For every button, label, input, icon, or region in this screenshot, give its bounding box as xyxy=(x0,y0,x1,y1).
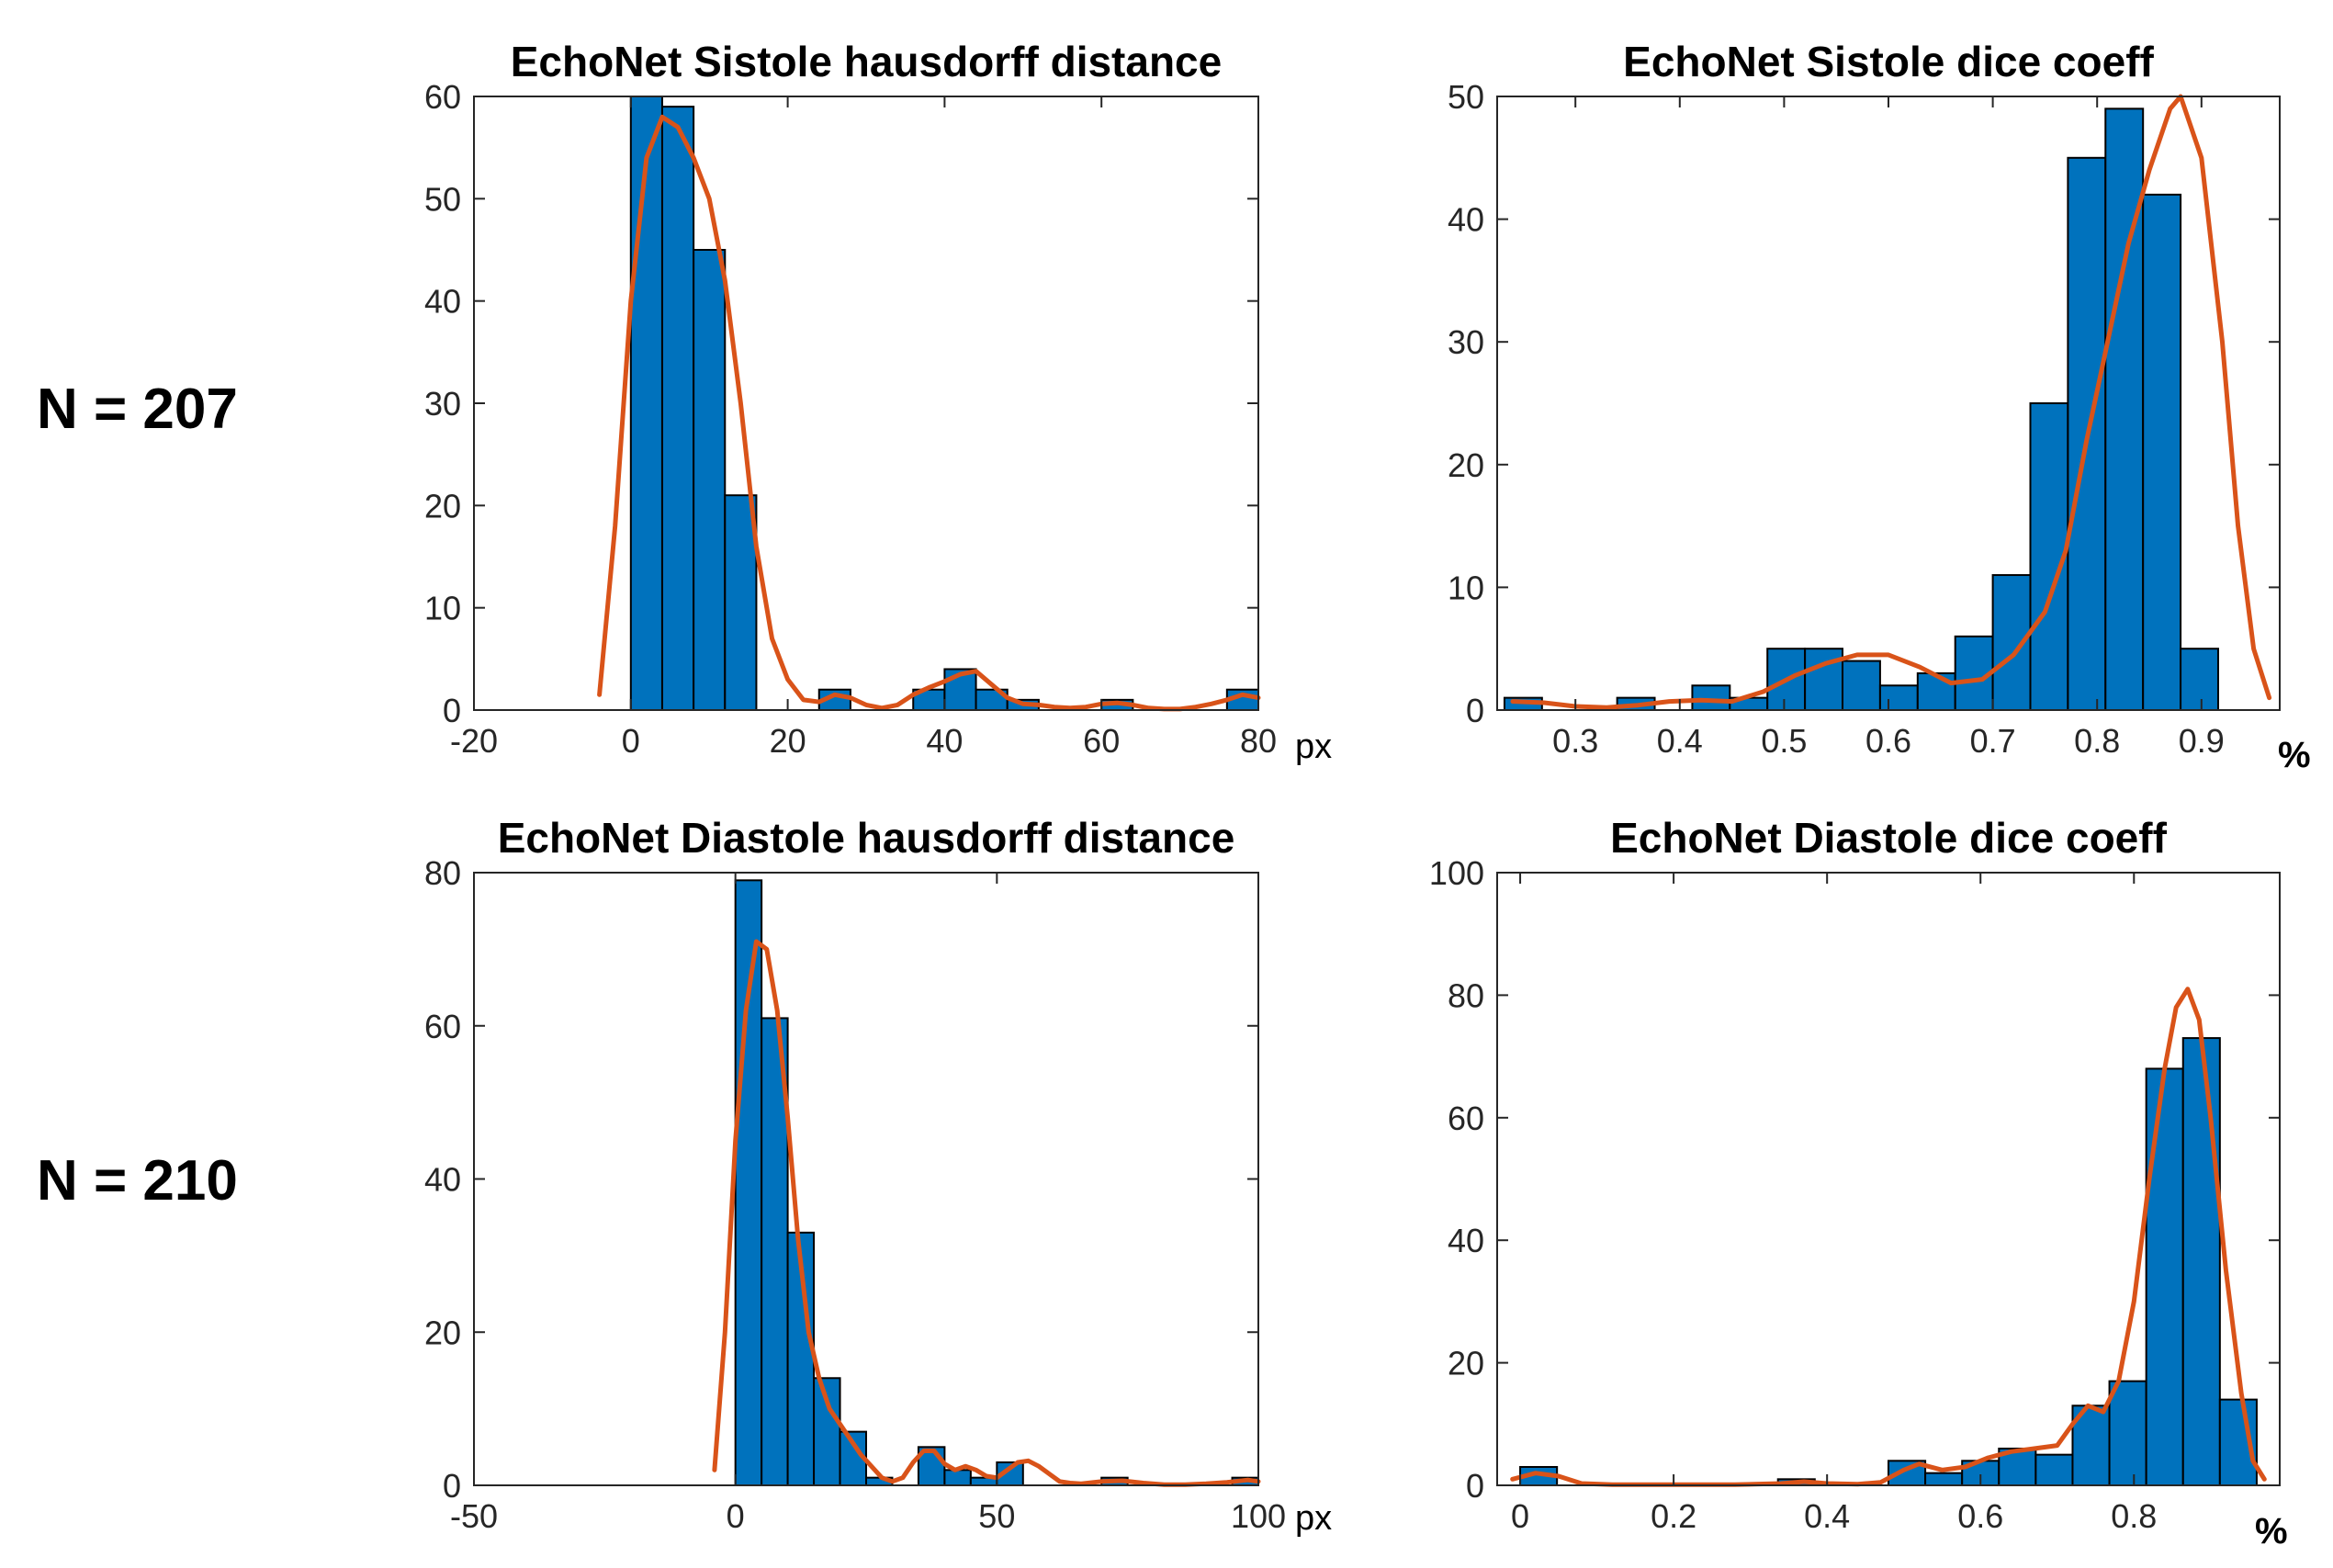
density-curve xyxy=(1510,94,2272,710)
y-tick-label: 10 xyxy=(424,590,461,627)
x-tick-label: 40 xyxy=(926,722,963,760)
histogram-bar xyxy=(660,106,695,711)
histogram-bar xyxy=(1842,660,1881,711)
y-tick-label: 40 xyxy=(1448,1222,1484,1259)
chart-2: 0.3 0.4 0.5 0.6 0.7 0.8 0.9 0 10 20 30 40 50 EchoNet … xyxy=(1448,38,2311,775)
x-tick-label: 0.6 xyxy=(1957,1497,2003,1535)
chart-title: EchoNet Diastole dice coeff xyxy=(1610,814,2167,862)
y-tick-label: 20 xyxy=(1448,1345,1484,1382)
x-tick-label: -50 xyxy=(450,1497,498,1535)
x-tick-label: 0.9 xyxy=(2179,722,2225,760)
plot-area xyxy=(474,96,1258,710)
x-tick-label: 0.5 xyxy=(1761,722,1807,760)
x-tick-label: 0.8 xyxy=(2111,1497,2157,1535)
histogram-bar xyxy=(1916,671,1956,711)
x-tick-label: 20 xyxy=(770,722,806,760)
axes-box xyxy=(1496,872,2281,1486)
y-tick-label: 80 xyxy=(1448,976,1484,1014)
histogram-bar xyxy=(1691,684,1731,712)
histogram-bar xyxy=(629,96,663,711)
row-label-top: N = 207 xyxy=(37,378,238,441)
histogram-bar xyxy=(2104,107,2145,712)
histogram-bar xyxy=(734,879,763,1486)
x-tick-label: 0.7 xyxy=(1970,722,2016,760)
histogram-bar xyxy=(2180,648,2219,712)
histogram-bar xyxy=(2034,1453,2074,1487)
y-tick-label: 30 xyxy=(424,385,461,423)
y-tick-label: 20 xyxy=(424,487,461,525)
x-unit-label: % xyxy=(2255,1511,2288,1551)
y-tick-label: 60 xyxy=(1448,1100,1484,1137)
chart-title: EchoNet Sistole dice coeff xyxy=(1623,38,2154,85)
y-tick-label: 60 xyxy=(424,1008,461,1045)
y-tick-label: 80 xyxy=(424,854,461,892)
x-tick-label: 0.3 xyxy=(1552,722,1598,760)
histogram-bar xyxy=(2142,193,2182,711)
histogram-bar xyxy=(2145,1067,2184,1486)
x-tick-label: 0.8 xyxy=(2074,722,2120,760)
x-unit-label: px xyxy=(1295,1499,1332,1538)
histogram-bar xyxy=(1878,684,1919,712)
y-tick-label: 20 xyxy=(424,1314,461,1351)
histogram-bar xyxy=(943,1469,972,1486)
x-tick-label: 0.4 xyxy=(1804,1497,1850,1535)
y-tick-label: 10 xyxy=(1448,569,1484,606)
histogram-bar xyxy=(2181,1037,2221,1486)
y-tick-label: 30 xyxy=(1448,323,1484,361)
x-tick-label: 80 xyxy=(1240,722,1277,760)
x-tick-label: 0 xyxy=(727,1497,745,1535)
x-tick-label: 0 xyxy=(1511,1497,1529,1535)
y-tick-label: 40 xyxy=(424,283,461,321)
plot-area xyxy=(474,873,1258,1485)
chart-title: EchoNet Diastole hausdorff distance xyxy=(498,814,1235,862)
histogram-bar xyxy=(724,494,758,712)
y-tick-label: 0 xyxy=(443,692,461,729)
row-label-bottom: N = 210 xyxy=(37,1149,238,1213)
histogram-bar xyxy=(2108,1380,2147,1486)
y-tick-label: 60 xyxy=(424,78,461,116)
y-tick-label: 0 xyxy=(1466,692,1484,729)
x-tick-label: 50 xyxy=(978,1497,1015,1535)
chart-title: EchoNet Sistole hausdorff distance xyxy=(511,38,1222,85)
x-tick-label: 0 xyxy=(622,722,640,760)
x-tick-label: 0.2 xyxy=(1651,1497,1696,1535)
y-tick-label: 0 xyxy=(1466,1467,1484,1505)
x-unit-label: px xyxy=(1295,728,1332,766)
x-tick-label: -20 xyxy=(450,722,498,760)
y-tick-label: 50 xyxy=(1448,78,1484,116)
histogram-bar xyxy=(813,1377,841,1487)
y-tick-label: 0 xyxy=(443,1467,461,1505)
histogram-bar xyxy=(1924,1472,1964,1487)
x-tick-label: 60 xyxy=(1083,722,1120,760)
x-unit-label: % xyxy=(2278,735,2311,775)
y-tick-label: 50 xyxy=(424,180,461,218)
x-tick-label: 0.4 xyxy=(1657,722,1703,760)
y-tick-label: 40 xyxy=(1448,201,1484,239)
y-tick-label: 20 xyxy=(1448,446,1484,484)
x-tick-label: 100 xyxy=(1231,1497,1286,1535)
histogram-bar xyxy=(1804,648,1844,712)
density-curve xyxy=(712,939,1261,1487)
density-curve xyxy=(597,114,1261,712)
y-tick-label: 40 xyxy=(424,1161,461,1199)
x-tick-label: 0.6 xyxy=(1865,722,1911,760)
histogram-bar xyxy=(693,249,727,711)
chart-4: 0 0.2 0.4 0.6 0.8 0 20 40 60 80 100 EchoNet Diastol… xyxy=(1429,814,2288,1551)
y-tick-label: 100 xyxy=(1429,854,1484,892)
